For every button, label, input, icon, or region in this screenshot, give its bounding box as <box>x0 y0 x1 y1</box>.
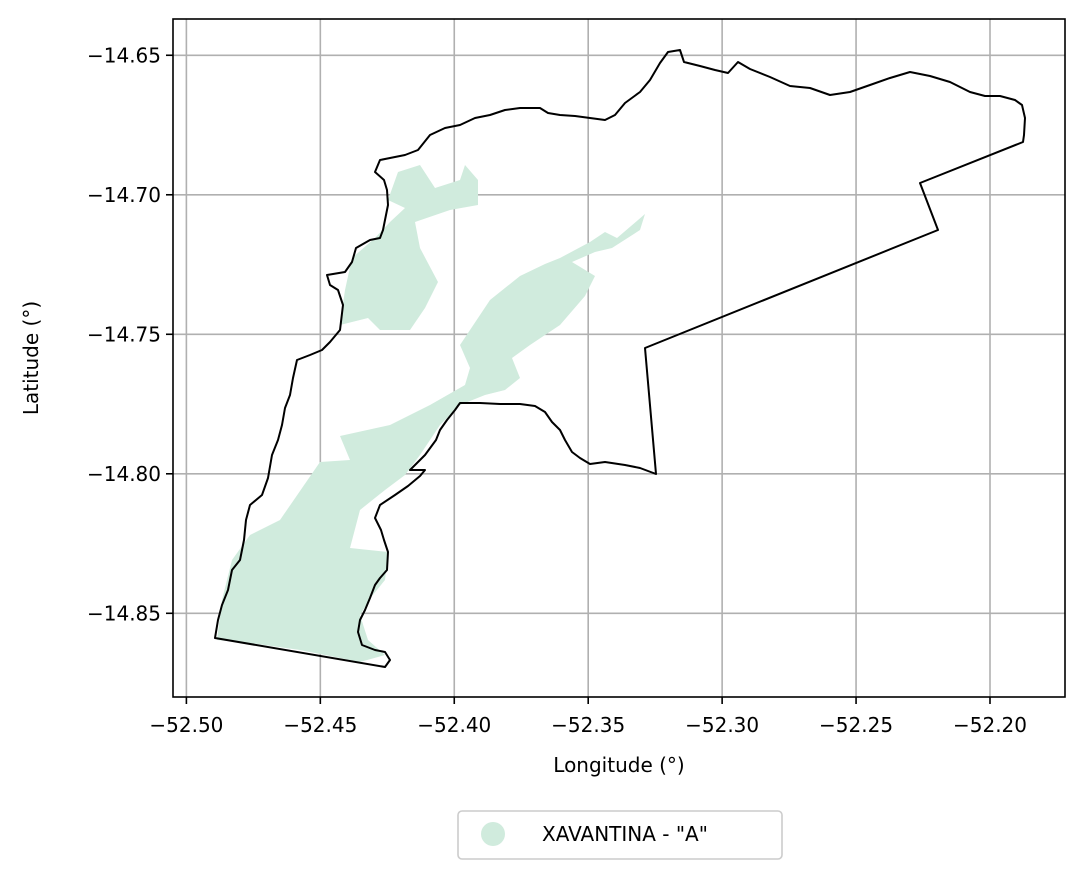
legend: XAVANTINA - "A" <box>457 810 783 860</box>
legend-label-xavantina-a: XAVANTINA - "A" <box>542 822 708 846</box>
x-tick-label: −52.50 <box>149 713 223 737</box>
x-tick-label: −52.20 <box>953 713 1027 737</box>
y-tick-label: −14.80 <box>87 462 161 486</box>
x-tick-label: −52.35 <box>551 713 625 737</box>
y-axis-ticks: −14.65 −14.70 −14.75 −14.80 −14.85 <box>87 43 173 625</box>
zone-polygon-xavantina-a <box>217 165 645 662</box>
x-tick-label: −52.30 <box>685 713 759 737</box>
y-tick-label: −14.85 <box>87 601 161 625</box>
x-tick-label: −52.40 <box>417 713 491 737</box>
axes-frame <box>172 18 1066 698</box>
legend-frame <box>457 810 783 860</box>
y-tick-label: −14.70 <box>87 183 161 207</box>
legend-marker-xavantina-a <box>481 822 505 846</box>
x-tick-label: −52.25 <box>819 713 893 737</box>
x-tick-label: −52.45 <box>283 713 357 737</box>
x-axis-title: Longitude (°) <box>553 753 684 777</box>
y-tick-label: −14.75 <box>87 322 161 346</box>
y-tick-label: −14.65 <box>87 43 161 67</box>
municipality-boundary <box>214 49 1026 668</box>
y-axis-title: Latitude (°) <box>19 301 43 415</box>
x-axis-ticks: −52.50 −52.45 −52.40 −52.35 −52.30 −52.25 −52.… <box>149 697 1027 737</box>
